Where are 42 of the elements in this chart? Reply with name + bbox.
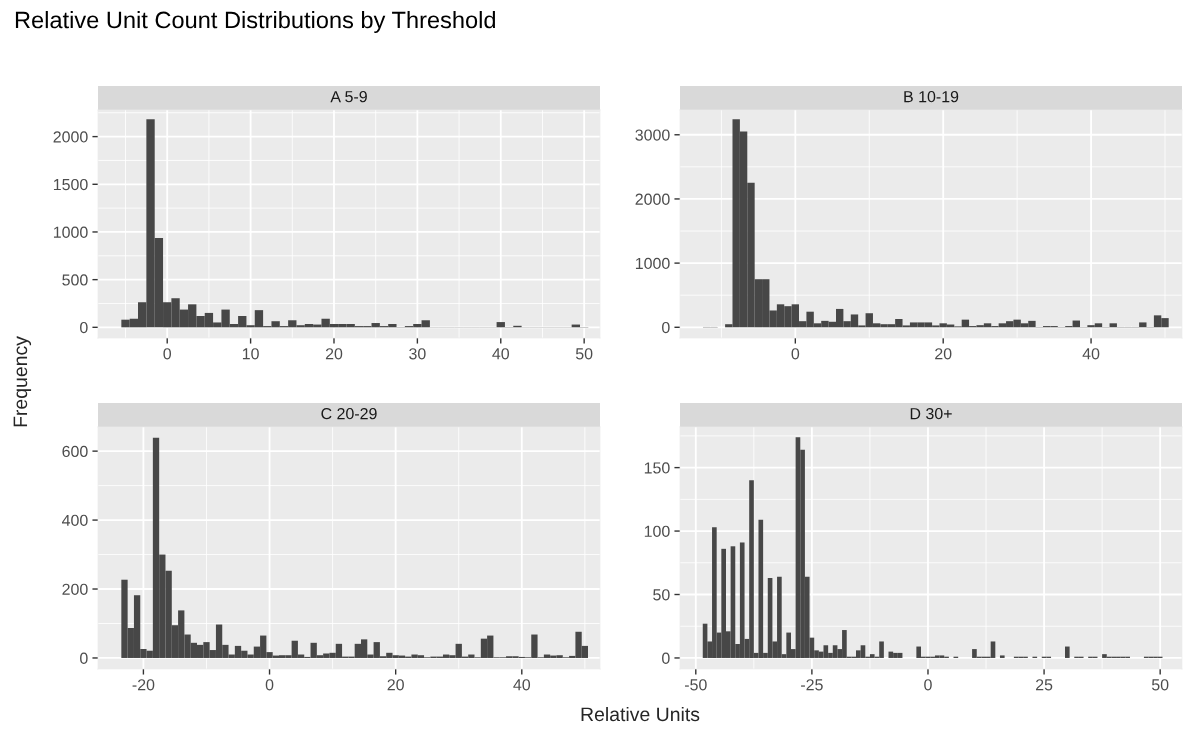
chart-subtitle: D 30+	[910, 407, 952, 420]
y-tick-label: 0	[662, 652, 670, 664]
x-tick-label: 40	[513, 679, 531, 691]
x-tick-label: 50	[575, 348, 593, 360]
x-tick-label: 50	[1151, 679, 1169, 691]
y-tick-label: 1500	[53, 178, 88, 191]
x-tick-label: 0	[791, 348, 800, 360]
x-tick-label: 40	[1082, 348, 1100, 360]
x-tick-label: 0	[265, 679, 274, 691]
x-tick-label: 20	[387, 679, 404, 691]
x-tick-label: 10	[242, 348, 259, 360]
x-axis-title: Relative Units	[581, 706, 700, 722]
x-tick-label: 40	[492, 348, 510, 360]
y-tick-label: 2000	[635, 193, 670, 205]
y-tick-label: 0	[80, 321, 88, 334]
x-tick-label: 30	[409, 348, 426, 360]
y-tick-label: 1000	[635, 257, 670, 270]
chart-subtitle: B 10-19	[904, 90, 959, 103]
x-tick-label: -25	[801, 679, 823, 691]
y-tick-label: 0	[80, 652, 88, 664]
x-tick-label: 25	[1036, 679, 1053, 691]
chart-subtitle: C 20-29	[321, 407, 377, 420]
x-tick-label: -20	[132, 679, 155, 691]
y-tick-label: 0	[662, 321, 670, 334]
y-tick-label: 100	[644, 525, 670, 537]
y-tick-label: 400	[62, 514, 88, 527]
y-tick-label: 2000	[53, 131, 88, 143]
x-tick-label: 0	[924, 679, 932, 691]
y-tick-label: 1000	[53, 226, 88, 238]
y-tick-label: 50	[653, 589, 670, 601]
y-axis-title: Frequency	[13, 336, 32, 427]
y-tick-label: 200	[62, 583, 88, 595]
y-tick-label: 3000	[635, 129, 670, 141]
y-tick-label: 600	[62, 445, 88, 458]
x-tick-label: 20	[935, 348, 952, 360]
chart-subtitle: A 5-9	[330, 90, 367, 103]
x-tick-label: -50	[684, 679, 707, 691]
y-tick-label: 500	[62, 274, 88, 286]
x-tick-label: 0	[163, 348, 172, 360]
y-tick-label: 150	[644, 462, 670, 474]
x-tick-label: 20	[325, 348, 343, 360]
chart-title: Relative Unit Count Distributions by Threshold	[15, 11, 495, 33]
